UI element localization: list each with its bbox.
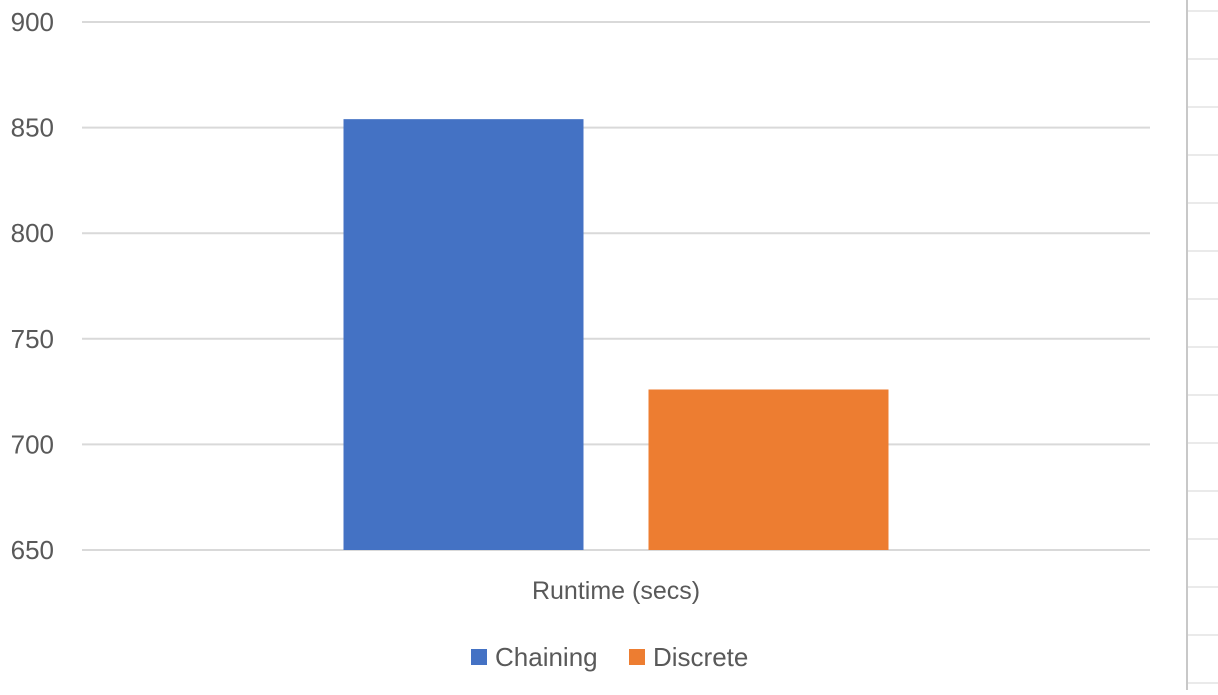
legend-label: Discrete [653,642,748,672]
legend-swatch [629,649,645,665]
bar-chaining [343,119,584,550]
x-category-label: Runtime (secs) [532,577,700,605]
y-tick-label: 700 [11,429,54,459]
legend-swatch [471,649,487,665]
legend-label: Chaining [495,642,598,672]
y-tick-label: 900 [11,7,54,37]
gridlines [82,21,1150,551]
legend-item-chaining: Chaining [471,642,598,672]
bars [343,119,889,550]
bar-discrete [648,389,889,550]
legend-item-discrete: Discrete [629,642,748,672]
legend: Chaining Discrete [471,642,748,672]
x-axis-category-labels: Runtime (secs) [532,577,700,605]
y-axis-tick-labels: 650 700 750 800 850 900 [11,7,54,565]
y-tick-label: 750 [11,324,54,354]
y-tick-label: 800 [11,218,54,248]
y-tick-label: 650 [11,535,54,565]
spreadsheet-edge [1186,0,1218,690]
y-tick-label: 850 [11,113,54,143]
